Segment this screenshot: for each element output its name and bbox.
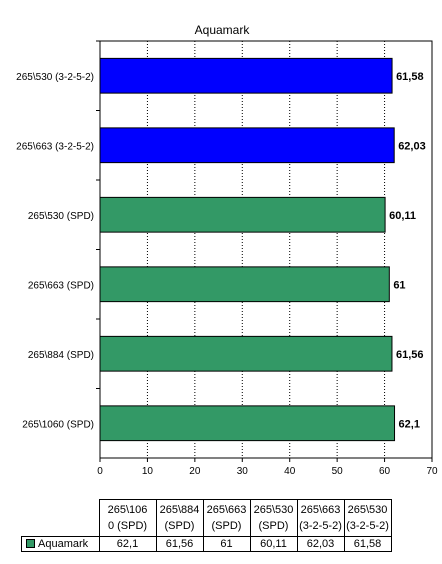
data-label: 61 <box>393 279 405 291</box>
table-cell: 62,1 <box>98 536 157 552</box>
bar <box>99 266 390 303</box>
table-header: 265\663 (3-2-5-2) <box>296 499 345 537</box>
category-label: 265\884 (SPD) <box>28 350 94 361</box>
data-table: 265\106 0 (SPD) 265\884 (SPD) 265\663 (SPD)… <box>21 499 392 552</box>
table-row: Aquamark 62,1 61,56 61 60,11 62,03 61,58 <box>21 536 392 552</box>
chart-title: Aquamark <box>195 23 251 37</box>
bar <box>99 127 395 164</box>
x-tick-label: 0 <box>97 466 103 477</box>
data-label: 62,1 <box>399 418 420 430</box>
x-tick-label: 20 <box>189 466 201 477</box>
category-label: 265\530 (SPD) <box>28 211 94 222</box>
x-tick-label: 60 <box>379 466 391 477</box>
table-header: 265\106 0 (SPD) <box>98 499 157 537</box>
x-tick-label: 30 <box>237 466 249 477</box>
x-tick-label: 50 <box>332 466 344 477</box>
grid-lines <box>99 40 433 459</box>
x-tick-label: 10 <box>142 466 154 477</box>
table-header: 265\663 (SPD) <box>202 499 251 537</box>
x-tick-label: 40 <box>284 466 296 477</box>
data-label: 60,11 <box>389 210 416 222</box>
table-cell: 60,11 <box>249 536 298 552</box>
table-header: 265\884 (SPD) <box>155 499 204 537</box>
bar <box>99 196 386 233</box>
data-label: 61,56 <box>396 349 424 361</box>
table-series-label: Aquamark <box>21 536 100 552</box>
data-label: 62,03 <box>398 140 426 152</box>
bar <box>99 405 396 442</box>
table-cell: 62,03 <box>296 536 345 552</box>
plot-area <box>99 40 433 459</box>
bar <box>99 335 393 372</box>
category-label: 265\1060 (SPD) <box>22 419 94 430</box>
table-cell: 61 <box>202 536 251 552</box>
table-cell: 61,56 <box>155 536 204 552</box>
table-corner <box>22 500 100 537</box>
data-label: 61,58 <box>396 71 424 83</box>
table-cell: 61,58 <box>343 536 392 552</box>
category-label: 265\530 (3-2-5-2) <box>16 72 94 83</box>
category-label: 265\663 (3-2-5-2) <box>16 141 94 152</box>
table-header: 265\530 (SPD) <box>249 499 298 537</box>
table-header-row: 265\106 0 (SPD) 265\884 (SPD) 265\663 (SPD)… <box>22 499 392 537</box>
x-tick-label: 70 <box>426 466 438 477</box>
labels: 0 10 20 30 40 50 60 70 265\530 (3-2-5-2) 61,58 265… <box>16 71 438 477</box>
bar <box>99 57 393 94</box>
chart: Aquamark 0 10 20 30 40 50 60 70 265\530 (3-2-5-2… <box>16 23 438 477</box>
axes <box>96 40 433 462</box>
category-label: 265\663 (SPD) <box>28 280 94 291</box>
table-header: 265\530 (3-2-5-2) <box>343 499 392 537</box>
legend-swatch <box>26 539 35 549</box>
